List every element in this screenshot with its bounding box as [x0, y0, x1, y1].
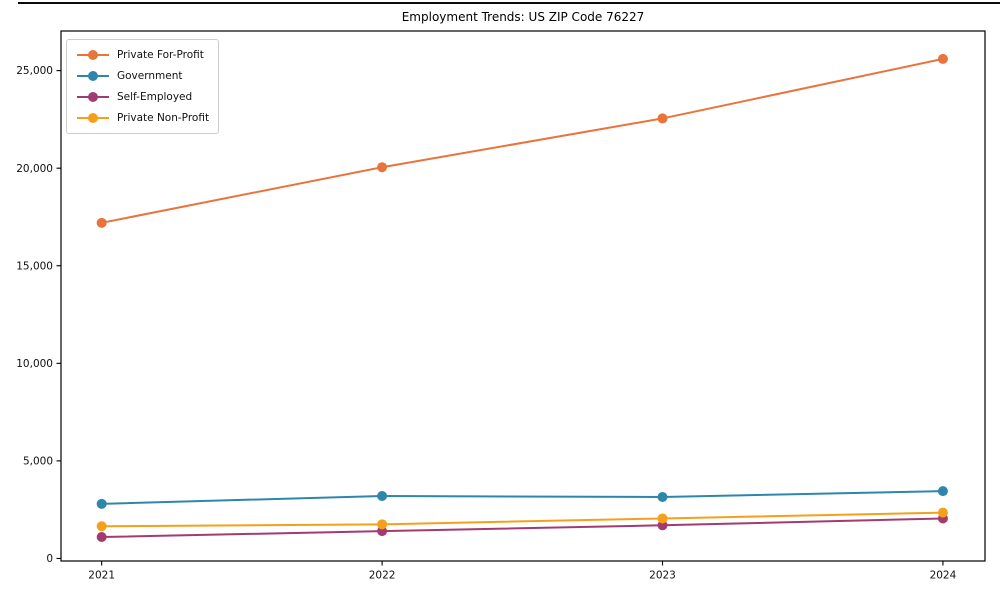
x-tick-label: 2021 — [88, 570, 115, 582]
data-point-government — [937, 486, 948, 497]
x-tick-label: 2023 — [649, 570, 676, 582]
data-point-private-for-profit — [96, 217, 107, 228]
y-tick-label: 20,000 — [16, 163, 53, 175]
legend-marker-self-employed — [77, 92, 109, 102]
y-tick-label: 15,000 — [16, 260, 53, 272]
legend-item-private-non-profit: Private Non-Profit — [76, 110, 209, 126]
legend-label-private-for-profit: Private For-Profit — [117, 49, 204, 61]
legend-label-government: Government — [117, 70, 183, 82]
y-tick-label: 25,000 — [16, 65, 53, 77]
legend-marker-private-non-profit — [77, 113, 109, 123]
y-tick-label: 5,000 — [23, 455, 53, 467]
series-line-self-employed — [101, 517, 943, 538]
x-tick-label: 2022 — [369, 570, 396, 582]
y-tick-label: 10,000 — [16, 358, 53, 370]
data-point-private-non-profit — [377, 519, 388, 530]
plot-frame — [60, 30, 986, 562]
x-tick-label: 2024 — [930, 570, 957, 582]
legend-item-government: Government — [76, 68, 209, 84]
figure-top-border — [18, 2, 1000, 4]
data-point-private-for-profit — [937, 53, 948, 64]
series-line-government — [101, 490, 943, 505]
legend-label-private-non-profit: Private Non-Profit — [117, 112, 210, 124]
data-point-government — [657, 491, 668, 502]
legend-item-private-for-profit: Private For-Profit — [76, 47, 209, 63]
series-line-private-for-profit — [101, 57, 944, 224]
data-point-government — [96, 498, 107, 509]
y-tick-label: 0 — [46, 553, 53, 565]
data-point-private-for-profit — [377, 162, 388, 173]
data-point-private-for-profit — [657, 113, 668, 124]
data-point-government — [377, 491, 388, 502]
legend-marker-private-for-profit — [77, 50, 109, 60]
legend-label-self-employed: Self-Employed — [117, 91, 193, 103]
data-point-private-non-profit — [96, 521, 107, 532]
series-line-private-non-profit — [101, 511, 943, 528]
data-point-private-non-profit — [937, 507, 948, 518]
chart-title: Employment Trends: US ZIP Code 76227 — [401, 10, 645, 24]
legend: Private For-Profit Government Self-Emplo… — [66, 39, 220, 134]
legend-marker-government — [77, 71, 109, 81]
legend-item-self-employed: Self-Employed — [76, 89, 209, 105]
data-point-self-employed — [96, 531, 107, 542]
data-point-private-non-profit — [657, 513, 668, 524]
